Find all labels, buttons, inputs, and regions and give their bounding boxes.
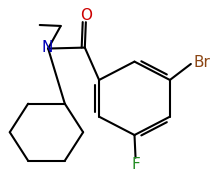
Text: N: N [41,40,53,55]
Text: F: F [131,157,140,172]
Text: O: O [80,8,92,23]
Text: Br: Br [194,55,211,70]
